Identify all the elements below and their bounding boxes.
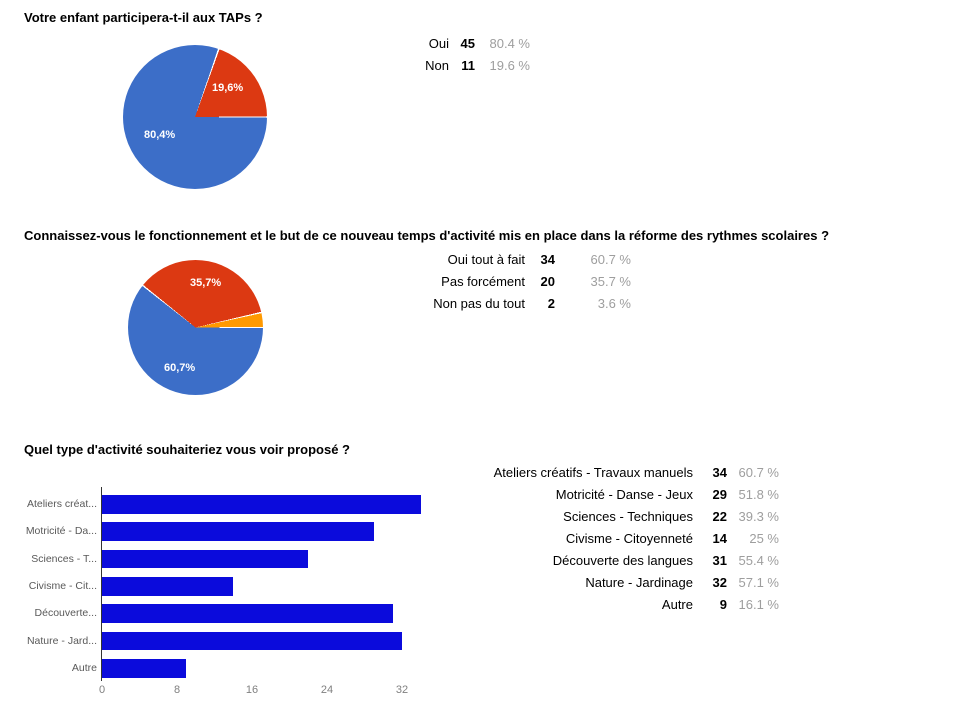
answer-label: Civisme - Citoyenneté bbox=[565, 531, 693, 546]
answer-percent: 16.1 % bbox=[738, 597, 779, 612]
answer-percent: 51.8 % bbox=[738, 487, 779, 502]
bar-category-label: Civisme - Cit... bbox=[28, 580, 97, 593]
bar bbox=[102, 522, 374, 541]
bar-category-label: Découverte... bbox=[34, 607, 97, 620]
answer-label: Motricité - Danse - Jeux bbox=[555, 487, 693, 502]
question-title-q1: Votre enfant participera-t-il aux TAPs ? bbox=[24, 10, 263, 25]
answer-percent: 35.7 % bbox=[590, 274, 631, 289]
bar-chart-q3: Ateliers créat... Motricité - Da... Scienc… bbox=[24, 487, 454, 702]
y-axis-line bbox=[101, 487, 102, 681]
bar bbox=[102, 549, 309, 569]
answer-label: Découverte des langues bbox=[552, 553, 693, 568]
pie-chart-q2: 35,7% 60,7% bbox=[128, 260, 263, 395]
answer-percent: 55.4 % bbox=[738, 553, 779, 568]
answer-percent: 3.6 % bbox=[597, 296, 631, 311]
pie-chart-q1: 19,6% 80,4% bbox=[123, 45, 267, 189]
answer-label: Nature - Jardinage bbox=[585, 575, 693, 590]
answer-label: Non bbox=[425, 58, 449, 73]
bar-category-label: Motricité - Da... bbox=[25, 525, 97, 538]
table-row: Autre 9 16.1 % bbox=[470, 594, 779, 616]
answer-count: 2 bbox=[547, 296, 555, 311]
table-row: Oui 45 80.4 % bbox=[320, 33, 530, 55]
table-row: Découverte des langues 31 55.4 % bbox=[470, 550, 779, 572]
answer-label: Sciences - Techniques bbox=[563, 509, 693, 524]
question-title-q3: Quel type d'activité souhaiteriez vous v… bbox=[24, 442, 351, 457]
bar-category-label: Autre bbox=[71, 662, 97, 675]
answer-percent: 19.6 % bbox=[489, 58, 530, 73]
answer-label: Autre bbox=[661, 597, 693, 612]
answer-count: 14 bbox=[712, 531, 727, 546]
x-axis-tick-label: 32 bbox=[395, 684, 409, 696]
bar-category-label: Ateliers créat... bbox=[26, 498, 97, 510]
answer-table-q1: Oui 45 80.4 % Non 11 19.6 % bbox=[320, 33, 530, 77]
table-row: Non pas du tout 2 3.6 % bbox=[330, 293, 631, 315]
answer-label: Oui tout à fait bbox=[447, 252, 525, 267]
answer-label: Ateliers créatifs - Travaux manuels bbox=[493, 465, 693, 480]
x-axis-tick-label: 8 bbox=[173, 684, 181, 696]
answer-label: Non pas du tout bbox=[433, 296, 525, 311]
answer-label: Pas forcément bbox=[441, 274, 525, 289]
answer-count: 34 bbox=[712, 465, 727, 480]
table-row: Pas forcément 20 35.7 % bbox=[330, 271, 631, 293]
answer-table-q3: Ateliers créatifs - Travaux manuels 34 60.… bbox=[470, 462, 779, 616]
answer-percent: 25 % bbox=[749, 531, 779, 546]
table-row: Oui tout à fait 34 60.7 % bbox=[330, 249, 631, 271]
answer-count: 20 bbox=[540, 274, 555, 289]
x-axis-tick-label: 0 bbox=[98, 684, 106, 696]
table-row: Ateliers créatifs - Travaux manuels 34 60.… bbox=[470, 462, 779, 484]
answer-percent: 60.7 % bbox=[590, 252, 631, 267]
pie-slice-label-non: 19,6% bbox=[212, 82, 244, 94]
answer-percent: 80.4 % bbox=[489, 36, 530, 51]
answer-count: 32 bbox=[712, 575, 727, 590]
answer-count: 9 bbox=[719, 597, 727, 612]
table-row: Civisme - Citoyenneté 14 25 % bbox=[470, 528, 779, 550]
bar bbox=[102, 577, 234, 596]
answer-count: 29 bbox=[712, 487, 727, 502]
bar-category-label: Sciences - T... bbox=[31, 552, 97, 565]
answer-count: 34 bbox=[540, 252, 555, 267]
question-title-q2: Connaissez-vous le fonctionnement et le … bbox=[24, 228, 830, 243]
answer-count: 11 bbox=[461, 58, 475, 73]
answer-percent: 60.7 % bbox=[738, 465, 779, 480]
bar bbox=[102, 604, 393, 623]
bar bbox=[102, 631, 402, 651]
table-row: Nature - Jardinage 32 57.1 % bbox=[470, 572, 779, 594]
answer-count: 22 bbox=[712, 509, 727, 524]
pie-slice-label-oui-tout-a-fait: 60,7% bbox=[164, 362, 196, 374]
table-row: Sciences - Techniques 22 39.3 % bbox=[470, 506, 779, 528]
table-row: Motricité - Danse - Jeux 29 51.8 % bbox=[470, 484, 779, 506]
bar-category-label: Nature - Jard... bbox=[26, 634, 97, 647]
answer-percent: 57.1 % bbox=[738, 575, 779, 590]
bar bbox=[102, 495, 421, 514]
table-row: Non 11 19.6 % bbox=[320, 55, 530, 77]
answer-count: 31 bbox=[712, 553, 727, 568]
answer-percent: 39.3 % bbox=[738, 509, 779, 524]
x-axis-tick-label: 16 bbox=[245, 684, 259, 696]
answer-count: 45 bbox=[460, 36, 475, 51]
answer-table-q2: Oui tout à fait 34 60.7 % Pas forcément 20 35… bbox=[330, 249, 631, 315]
answer-label: Oui bbox=[428, 36, 449, 51]
pie-slice-label-pas-forcement: 35,7% bbox=[190, 277, 222, 289]
bar bbox=[102, 659, 187, 678]
pie-slice-label-oui: 80,4% bbox=[144, 129, 176, 141]
x-axis-tick-label: 24 bbox=[320, 684, 334, 696]
